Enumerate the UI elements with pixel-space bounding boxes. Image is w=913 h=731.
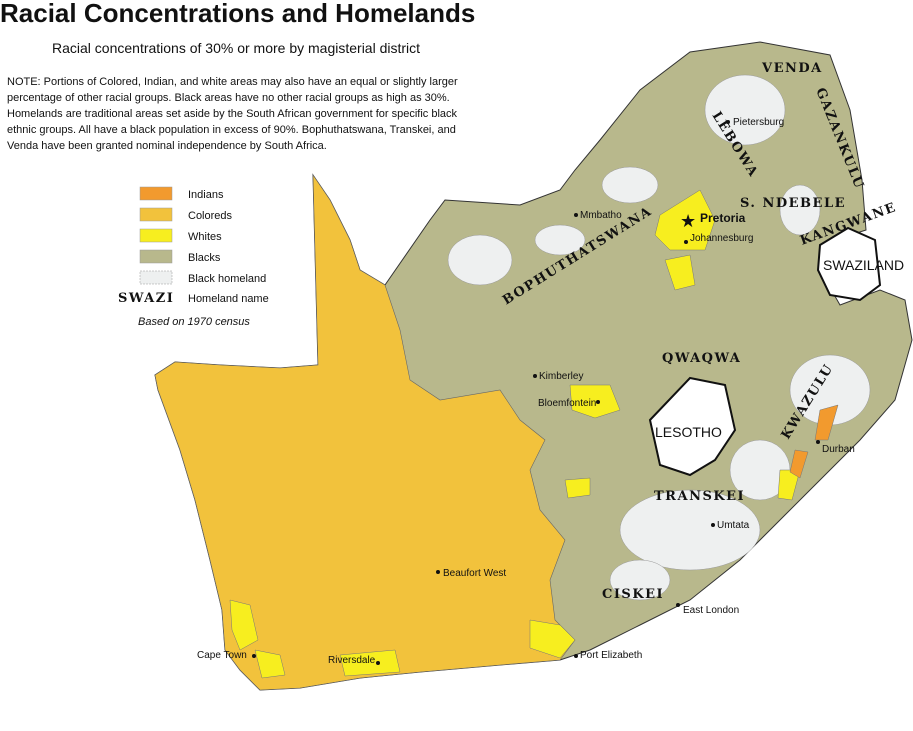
note-line: Homelands are traditional areas set asid… (7, 108, 458, 120)
city-label: Cape Town (197, 650, 247, 661)
region-coloreds (154, 173, 576, 691)
homeland-area (704, 74, 786, 146)
capital-star: ★ (680, 211, 696, 231)
homeland-label: TRANSKEI (654, 489, 745, 504)
legend-swatch (139, 228, 173, 243)
legend-label: Black homeland (188, 273, 266, 285)
legend-label: Indians (188, 189, 224, 201)
whites-area (254, 649, 286, 679)
swaziland (816, 226, 882, 302)
note-line: ethnic groups. All have a black populati… (7, 124, 456, 136)
whites-area (664, 254, 696, 291)
note-line: percentage of other racial groups. Black… (7, 92, 450, 104)
homeland-label: QWAQWA (662, 351, 741, 366)
city-label: Pietersburg (733, 117, 784, 128)
city-dot (596, 400, 600, 404)
indians-area (789, 449, 809, 479)
city-label: Beaufort West (443, 568, 506, 579)
city-dot (711, 523, 715, 527)
note-line: NOTE: Portions of Colored, Indian, and w… (7, 76, 458, 88)
city-dot (436, 570, 440, 574)
note: NOTE: Portions of Colored, Indian, and w… (7, 76, 458, 152)
city-label: Port Elizabeth (580, 650, 642, 661)
homeland-label: CISKEI (602, 587, 664, 602)
city-dot (676, 603, 680, 607)
legend-label: Coloreds (188, 210, 233, 222)
legend-sample: SWAZI (118, 291, 174, 306)
legend-census: Based on 1970 census (138, 316, 250, 328)
note-line: Venda have been granted nominal independ… (7, 140, 327, 152)
city-dot (726, 120, 730, 124)
city-dot (574, 213, 578, 217)
city-dot (533, 374, 537, 378)
subtitle: Racial concentrations of 30% or more by … (52, 40, 420, 56)
city-label: Bloemfontein (538, 398, 596, 409)
city-dot (574, 654, 578, 658)
city-dot (252, 654, 256, 658)
city-label: Johannesburg (690, 233, 753, 244)
whites-area (569, 384, 621, 419)
lesotho (648, 376, 737, 477)
city-label: Kimberley (539, 371, 583, 382)
whites-area (529, 619, 576, 659)
city-label: Mmbatho (580, 210, 622, 221)
city-label: East London (683, 605, 739, 616)
homeland-area (619, 489, 761, 571)
country-label: SWAZILAND (823, 257, 904, 273)
legend: Indians Coloreds Whites Blacks Black homelan… (139, 186, 266, 285)
city-dot (684, 240, 688, 244)
homeland-area (609, 559, 671, 601)
legend-swatch (139, 186, 173, 201)
whites-area (564, 477, 591, 499)
homeland-area (534, 224, 586, 256)
homeland-area (779, 184, 821, 236)
legend-swatch (139, 270, 173, 285)
city-label: Pretoria (700, 211, 746, 225)
homeland-area (447, 234, 513, 286)
whites-area (654, 189, 716, 251)
city-dot (816, 440, 820, 444)
legend-swatch (139, 207, 173, 222)
city-label: Durban (822, 444, 855, 455)
homeland-label: VENDA (761, 61, 823, 76)
legend-label: Blacks (188, 252, 221, 264)
whites-area (229, 599, 259, 651)
indians-area (814, 404, 839, 441)
legend-label: Whites (188, 231, 222, 243)
country-label: LESOTHO (655, 424, 722, 440)
title: Racial Concentrations and Homelands (0, 0, 475, 28)
city-label: Riversdale (328, 655, 376, 666)
legend-swatch (139, 249, 173, 264)
city-label: Umtata (717, 520, 750, 531)
city-dot (376, 661, 380, 665)
homeland-area (601, 166, 659, 204)
legend-label: Homeland name (188, 293, 269, 305)
homeland-label: S. NDEBELE (740, 196, 846, 211)
whites-area (339, 649, 401, 677)
